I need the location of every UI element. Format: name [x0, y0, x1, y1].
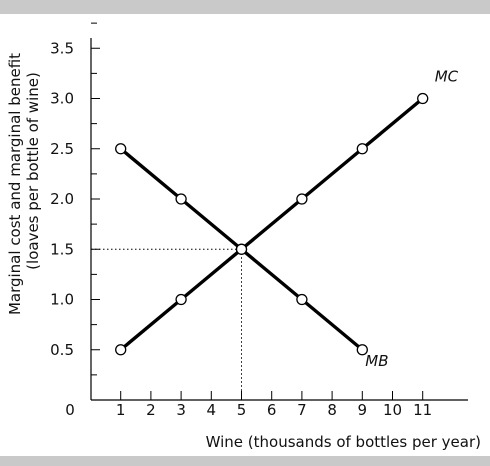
axes-group: 0.5 1.0 1.5 2.0 2.5 3.0 3.5 1 2 3 4 5 6 7 8 9 10 11	[50, 22, 468, 419]
x-tick-label: 7	[297, 401, 307, 419]
mc-curve-label: MC	[435, 68, 459, 86]
y-tick-label: 2.0	[50, 190, 74, 208]
x-tick-label: 1	[116, 401, 126, 419]
x-tick-label: 8	[327, 401, 337, 419]
y-tick-label: 2.5	[50, 140, 74, 158]
labels-group: Wine (thousands of bottles per year) Mar…	[6, 53, 481, 451]
x-tick-label: 3	[176, 401, 186, 419]
y-tick-label: 1.5	[50, 240, 74, 258]
guide-lines	[91, 248, 242, 400]
y-tick-label: 0.5	[50, 341, 74, 359]
mc-point	[356, 143, 368, 155]
x-axis-label: Wine (thousands of bottles per year)	[206, 433, 481, 451]
x-tick-label: 11	[413, 401, 432, 419]
mc-point	[296, 193, 308, 205]
mc-point	[175, 293, 187, 306]
y-axis-label-line1: Marginal cost and marginal benefit	[6, 53, 24, 315]
y-tick-label: 3.0	[50, 90, 74, 108]
mb-point	[235, 243, 248, 255]
y-axis-label-line2: (loaves per bottle of wine)	[24, 72, 42, 270]
series-group	[115, 92, 429, 356]
y-tick-label: 1.0	[50, 291, 74, 309]
chart-svg: 0.5 1.0 1.5 2.0 2.5 3.0 3.5 1 2 3 4 5 6 7 8 9 10 11 Wine …	[6, 22, 481, 451]
mb-curve-label: MB	[365, 352, 388, 370]
origin-label: 0	[65, 401, 75, 419]
mc-point	[417, 92, 429, 105]
mb-point	[296, 293, 308, 306]
chart-panel: 0.5 1.0 1.5 2.0 2.5 3.0 3.5 1 2 3 4 5 6 7 8 9 10 11 Wine …	[0, 14, 490, 456]
x-tick-label: 9	[358, 401, 368, 419]
x-tick-label: 10	[383, 401, 402, 419]
mc-curve	[119, 97, 424, 352]
y-tick-label: 3.5	[50, 39, 74, 57]
x-tick-label: 2	[146, 401, 156, 419]
mb-point	[356, 344, 368, 356]
x-tick-label: 4	[207, 401, 217, 419]
x-tick-label: 5	[237, 401, 247, 419]
x-tick-label: 6	[267, 401, 277, 419]
mc-point	[115, 344, 127, 356]
mb-point	[115, 143, 127, 155]
mb-point	[175, 193, 187, 205]
